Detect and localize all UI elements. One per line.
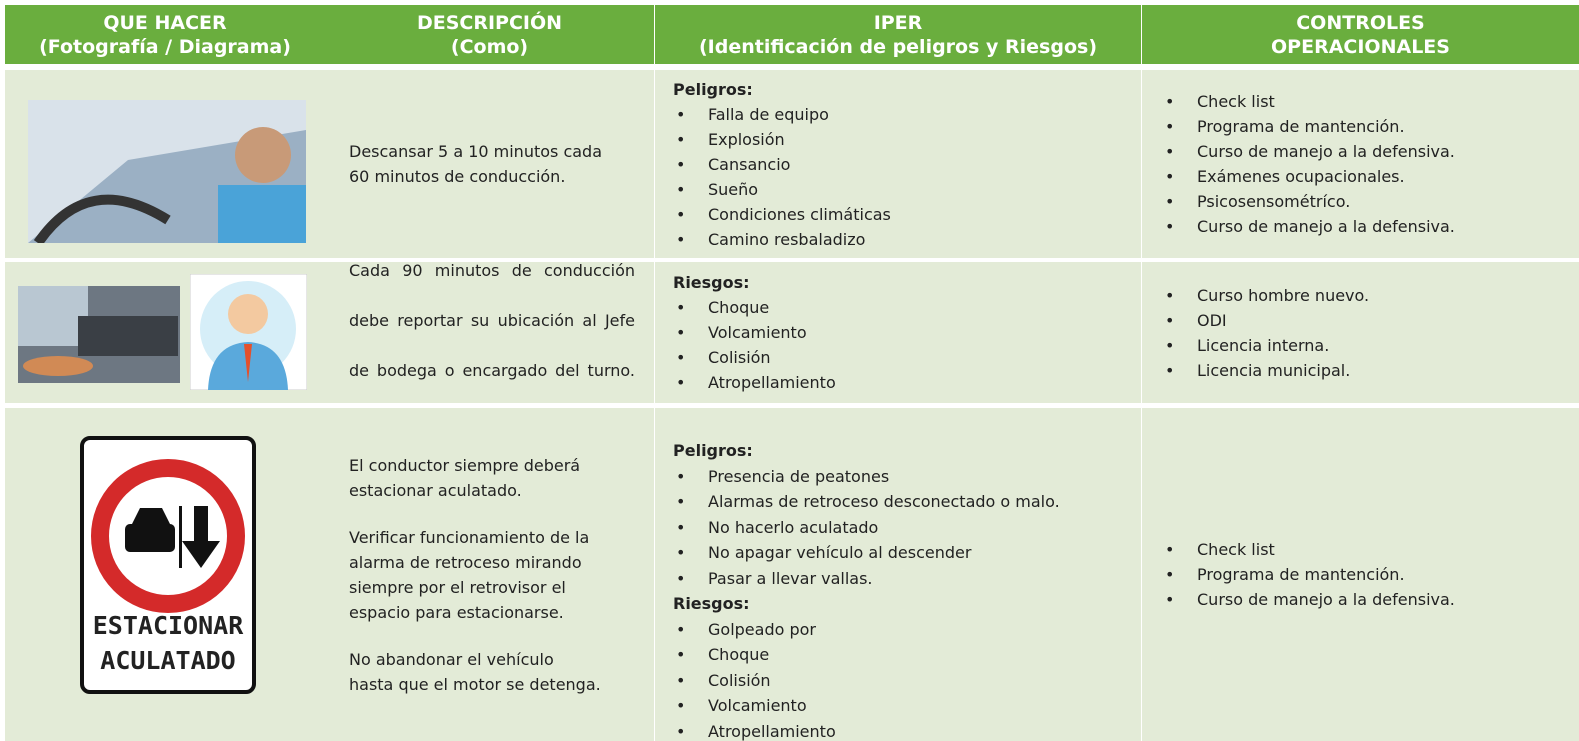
sign-parking: ESTACIONAR ACULATADO <box>80 436 256 694</box>
sign-text: ESTACIONAR <box>93 611 244 640</box>
text-line: Verificar funcionamiento de la <box>349 527 590 547</box>
bullet-item: Pasar a llevar vallas. <box>673 566 1141 592</box>
bullet-item: Condiciones climáticas <box>673 202 1141 227</box>
iper-cell: Peligros: Falla de equipoExplosiónCansanc… <box>655 70 1141 258</box>
bullet-item: Sueño <box>673 177 1141 202</box>
section-heading: Peligros: <box>673 441 753 460</box>
bullet-item: Curso de manejo a la defensiva. <box>1162 214 1579 239</box>
bullet-item: Exámenes ocupacionales. <box>1162 164 1579 189</box>
header-cell: IPER (Identificación de peligros y Riesgo… <box>655 5 1141 64</box>
illustration-phone <box>190 274 307 390</box>
paragraph: El conductor siempre deberá estacionar ac… <box>349 453 654 503</box>
bullet-item: Presencia de peatones <box>673 464 1141 490</box>
header-text: (Identificación de peligros y Riesgos) <box>698 35 1098 58</box>
text-line: Descansar 5 a 10 minutos cada <box>349 142 603 161</box>
iper-cell: Peligros: Presencia de peatonesAlarmas de… <box>655 408 1141 741</box>
bullet-item: No hacerlo aculatado <box>673 515 1141 541</box>
header-cell: CONTROLES OPERACIONALES <box>1142 5 1579 64</box>
bullet-item: Check list <box>1162 89 1579 114</box>
header-text: (Fotografía / Diagrama) <box>39 35 291 58</box>
sign-text: ACULATADO <box>100 646 235 675</box>
bullet-item: Volcamiento <box>673 693 1141 719</box>
header-text: (Como) <box>450 35 529 58</box>
text-line: No abandonar el vehículo <box>349 649 554 669</box>
text-line: de bodega o encargado del turno. <box>349 360 635 380</box>
bullet-item: Cansancio <box>673 152 1141 177</box>
bullet-item: Colisión <box>673 345 1141 370</box>
bullet-item: Choque <box>673 295 1141 320</box>
header-text: CONTROLES <box>1296 11 1425 34</box>
section-heading: Peligros: <box>673 79 753 99</box>
bullet-item: Licencia municipal. <box>1162 358 1579 383</box>
header-cell: QUE HACER (Fotografía / Diagrama) <box>5 5 325 64</box>
bullet-item: Alarmas de retroceso desconectado o malo… <box>673 489 1141 515</box>
bullet-item: Explosión <box>673 127 1141 152</box>
bullet-item: Atropellamiento <box>673 719 1141 741</box>
bullet-item: Curso de manejo a la defensiva. <box>1162 139 1579 164</box>
bullet-item: Volcamiento <box>673 320 1141 345</box>
bullet-item: Curso de manejo a la defensiva. <box>1162 587 1579 612</box>
paragraph: Verificar funcionamiento de la alarma de … <box>349 525 654 625</box>
description-cell: Cada 90 minutos de conducción debe report… <box>325 262 654 403</box>
text-line: hasta que el motor se detenga. <box>349 674 601 694</box>
description-cell: El conductor siempre deberá estacionar ac… <box>325 408 654 741</box>
iper-cell: Riesgos: ChoqueVolcamientoColisiónAtropel… <box>655 262 1141 403</box>
section-heading: Riesgos: <box>673 594 750 613</box>
text-line: alarma de retroceso mirando <box>349 552 582 572</box>
controls-cell: Check listPrograma de mantención.Curso d… <box>1142 408 1579 741</box>
controls-cell: Curso hombre nuevo.ODILicencia interna.L… <box>1142 262 1579 403</box>
text-line: 60 minutos de conducción. <box>349 167 566 186</box>
bullet-item: Check list <box>1162 537 1579 562</box>
bullet-item: Camino resbaladizo <box>673 227 1141 252</box>
photo-cabin <box>18 286 180 383</box>
bullet-item: Choque <box>673 642 1141 668</box>
bullet-item: No apagar vehículo al descender <box>673 540 1141 566</box>
header-text: QUE HACER <box>103 11 227 34</box>
paragraph: Descansar 5 a 10 minutos cada 60 minutos … <box>349 139 654 189</box>
bullet-item: Falla de equipo <box>673 102 1141 127</box>
photo-driver <box>28 100 306 243</box>
text-line: Cada 90 minutos de conducción <box>349 262 635 280</box>
text-line: El conductor siempre deberá <box>349 455 581 475</box>
bullet-item: ODI <box>1162 308 1579 333</box>
bullet-item: Programa de mantención. <box>1162 114 1579 139</box>
bullet-item: Colisión <box>673 668 1141 694</box>
bullet-item: Curso hombre nuevo. <box>1162 283 1579 308</box>
paragraph: No abandonar el vehículo hasta que el mot… <box>349 647 654 697</box>
section-heading: Riesgos: <box>673 273 750 292</box>
controls-cell: Check listPrograma de mantención.Curso d… <box>1142 70 1579 258</box>
text-line: espacio para estacionarse. <box>349 602 564 622</box>
bullet-item: Psicosensométríco. <box>1162 189 1579 214</box>
bullet-item: Golpeado por <box>673 617 1141 643</box>
text-line: estacionar aculatado. <box>349 480 522 500</box>
text-line: siempre por el retrovisor el <box>349 577 566 597</box>
header-text: DESCRIPCIÓN <box>416 11 563 34</box>
description-cell: Descansar 5 a 10 minutos cada 60 minutos … <box>325 70 654 258</box>
header-text: OPERACIONALES <box>1271 35 1450 58</box>
bullet-item: Licencia interna. <box>1162 333 1579 358</box>
bullet-item: Programa de mantención. <box>1162 562 1579 587</box>
header-cell: DESCRIPCIÓN (Como) <box>325 5 654 64</box>
paragraph: Cada 90 minutos de conducción debe report… <box>349 262 654 403</box>
bullet-item: Atropellamiento <box>673 370 1141 395</box>
header-text: IPER <box>873 11 923 34</box>
text-line: debe reportar su ubicación al Jefe <box>349 310 635 330</box>
